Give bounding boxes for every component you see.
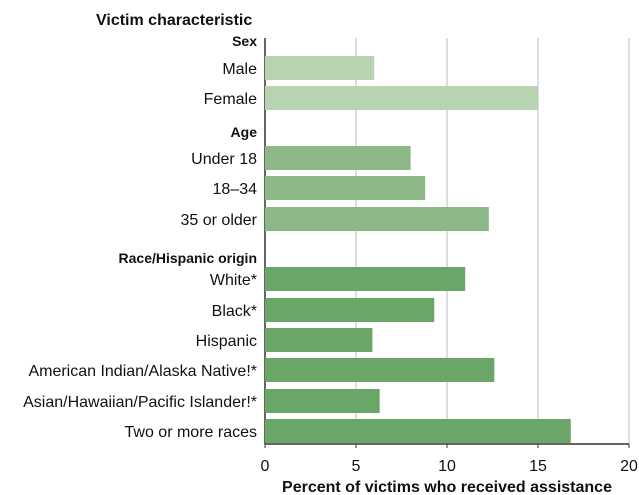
tick-label-20: 20: [620, 458, 638, 475]
bar-0-1: [265, 86, 538, 110]
bar-2-5: [265, 419, 571, 443]
category-label-2-4: Asian/Hawaiian/Pacific Islander!*: [23, 394, 257, 411]
category-label-2-2: Hispanic: [196, 333, 257, 350]
category-label-1-0: Under 18: [191, 151, 257, 168]
category-label-1-2: 35 or older: [181, 212, 258, 229]
x-axis-ticks: 0 5 10 15 20: [261, 444, 638, 475]
bar-2-4: [265, 389, 380, 413]
bar-0-0: [265, 56, 375, 80]
bars: [265, 56, 571, 443]
bar-2-2: [265, 328, 373, 352]
group-header-2: Race/Hispanic origin: [119, 250, 257, 266]
category-label-0-0: Male: [222, 61, 257, 78]
x-axis-label: Percent of victims who received assistan…: [282, 479, 612, 495]
category-label-2-0: White*: [210, 272, 257, 289]
category-label-0-1: Female: [204, 91, 257, 108]
tick-label-10: 10: [438, 458, 456, 475]
tick-label-5: 5: [352, 458, 361, 475]
category-label-2-3: American Indian/Alaska Native!*: [28, 363, 257, 380]
tick-label-0: 0: [261, 458, 270, 475]
bar-1-0: [265, 146, 411, 170]
group-header-0: Sex: [232, 33, 257, 49]
chart-title: Victim characteristic: [96, 12, 252, 29]
bar-1-2: [265, 207, 489, 231]
bar-2-3: [265, 358, 495, 382]
category-labels: Sex Male Female Age Under 18 18–34 35 or older…: [23, 33, 258, 441]
category-label-1-1: 18–34: [213, 181, 258, 198]
bar-2-0: [265, 267, 466, 291]
bar-2-1: [265, 298, 435, 322]
group-header-1: Age: [231, 124, 258, 140]
category-label-2-1: Black*: [212, 303, 257, 320]
bar-1-1: [265, 176, 426, 200]
tick-label-15: 15: [529, 458, 547, 475]
category-label-2-5: Two or more races: [125, 424, 257, 441]
